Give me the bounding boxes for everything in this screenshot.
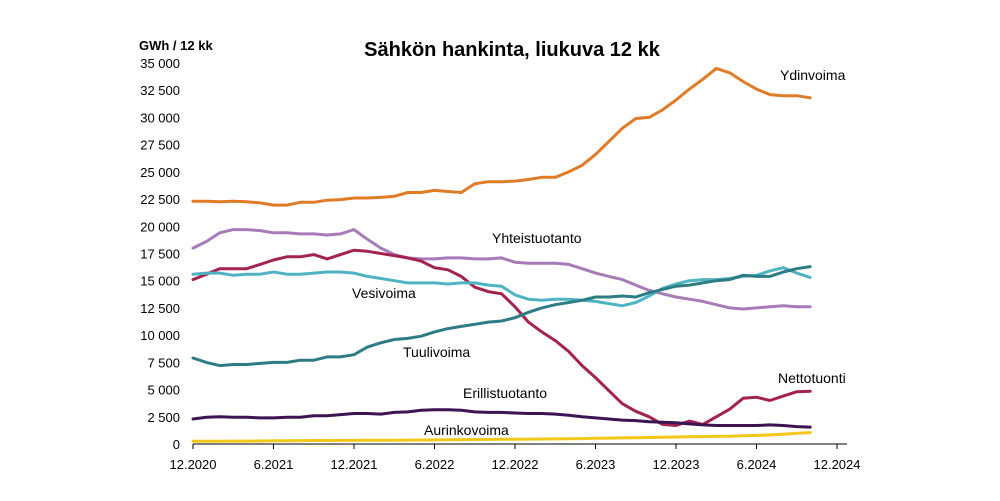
- series-line-ydinvoima: [191, 66, 812, 207]
- x-tick-label: 12.2020: [170, 457, 217, 472]
- y-tick-label: 17 500: [140, 247, 180, 262]
- series-label-tuulivoima: Tuulivoima: [403, 344, 470, 360]
- series-label-nettotuonti: Nettotuonti: [778, 370, 846, 386]
- y-tick-label: 7 500: [147, 355, 180, 370]
- y-tick-label: 15 000: [140, 274, 180, 289]
- y-tick-label: 10 000: [140, 328, 180, 343]
- y-tick-label: 27 500: [140, 138, 180, 153]
- series-lines: [191, 66, 812, 443]
- y-tick-label: 32 500: [140, 83, 180, 98]
- series-label-vesivoima: Vesivoima: [352, 285, 416, 301]
- series-label-erillistuotanto: Erillistuotanto: [463, 385, 547, 401]
- y-tick-label: 2 500: [147, 410, 180, 425]
- y-axis: 0 2 500 5 000 7 500 10 000 12 500 15 000 17 500…: [140, 56, 180, 452]
- x-tick-label: 12.2022: [492, 457, 539, 472]
- y-tick-label: 0: [173, 437, 180, 452]
- y-tick-label: 25 000: [140, 165, 180, 180]
- series-line-erillistuotanto: [191, 408, 812, 429]
- x-tick-label: 6.2021: [254, 457, 294, 472]
- series-labels: Ydinvoima Yhteistuotanto Nettotuonti Vesivo…: [352, 67, 846, 438]
- y-tick-label: 30 000: [140, 110, 180, 125]
- series-line-nettotuonti: [191, 248, 812, 427]
- chart-title: Sähkön hankinta, liukuva 12 kk: [364, 39, 661, 61]
- x-tick-label: 12.2023: [653, 457, 700, 472]
- series-line-tuulivoima: [191, 265, 812, 368]
- series-line-vesivoima: [191, 266, 812, 308]
- series-label-aurinkovoima: Aurinkovoima: [424, 422, 509, 438]
- x-tick-label: 12.2021: [331, 457, 378, 472]
- x-tick-label: 12.2024: [814, 457, 861, 472]
- series-line-aurinkovoima: [191, 431, 812, 443]
- y-tick-label: 20 000: [140, 219, 180, 234]
- x-axis: 12.2020 6.2021 12.2021 6.2022 12.2022 6.2023 1…: [170, 444, 861, 472]
- y-axis-label: GWh / 12 kk: [139, 38, 213, 53]
- y-tick-label: 22 500: [140, 192, 180, 207]
- series-line-yhteistuotanto: [191, 228, 812, 311]
- series-label-ydinvoima: Ydinvoima: [780, 67, 846, 83]
- x-tick-label: 6.2023: [576, 457, 616, 472]
- x-tick-label: 6.2024: [737, 457, 777, 472]
- y-tick-label: 35 000: [140, 56, 180, 71]
- y-tick-label: 5 000: [147, 383, 180, 398]
- y-tick-label: 12 500: [140, 301, 180, 316]
- x-tick-label: 6.2022: [415, 457, 455, 472]
- series-label-yhteistuotanto: Yhteistuotanto: [492, 230, 582, 246]
